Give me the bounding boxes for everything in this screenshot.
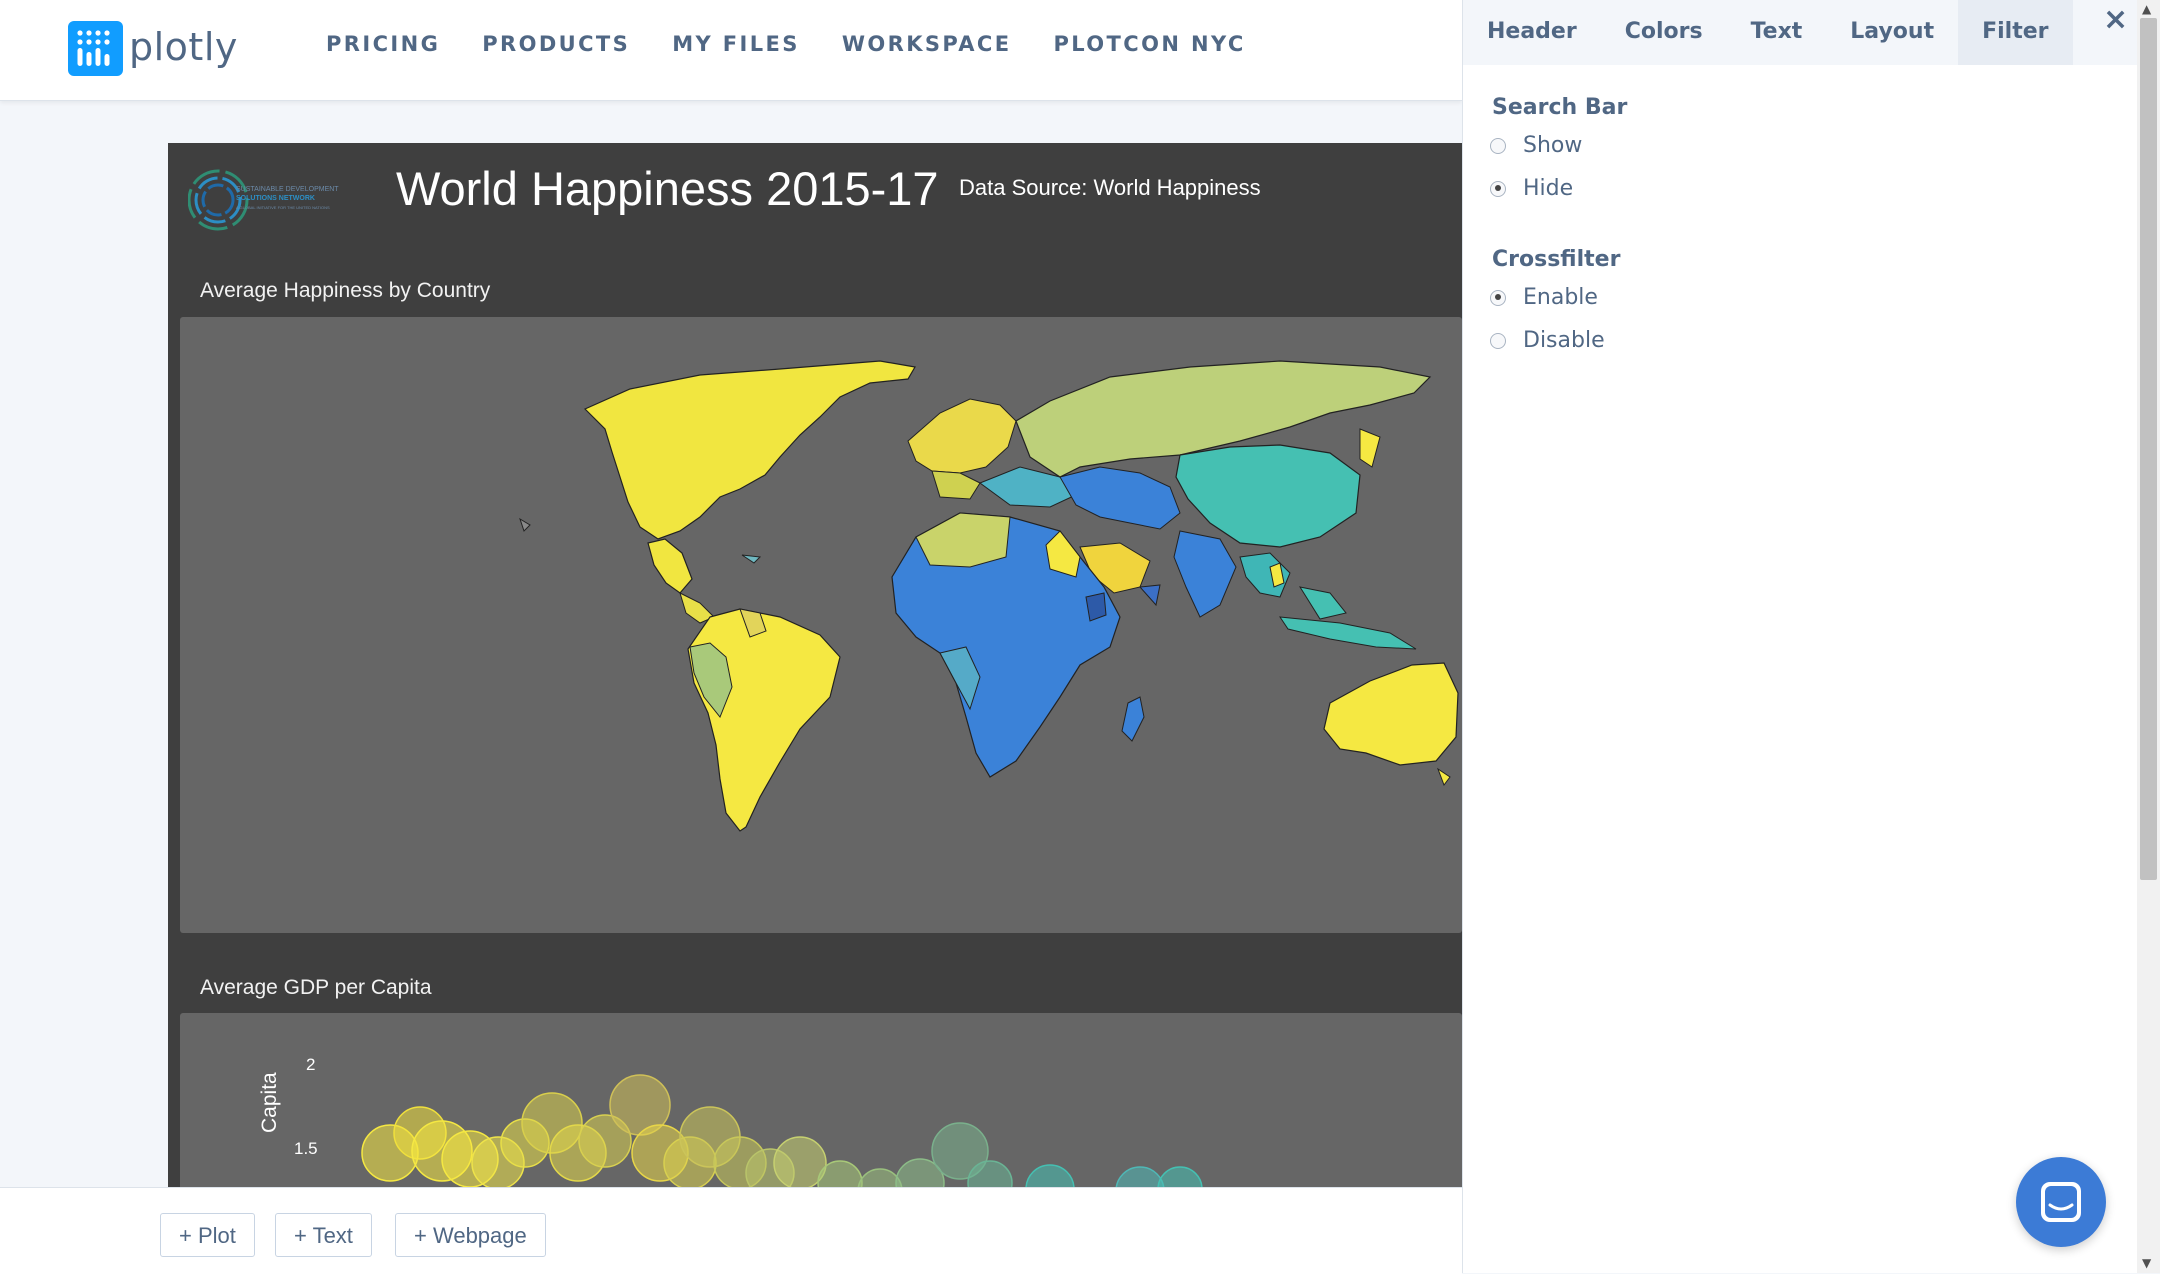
plotly-logo-icon [68,21,123,76]
radio-hide[interactable] [1490,180,1506,197]
radio-show-label[interactable]: Show [1523,133,1583,158]
crossfilter-section-title: Crossfilter [1492,247,1621,272]
top-nav: plotly PRICING PRODUCTS MY FILES WORKSPA… [0,0,1462,101]
choropleth-map[interactable] [180,317,1462,933]
add-plot-button[interactable]: + Plot [160,1213,255,1257]
settings-tabs: Header Colors Text Layout Filter [1463,0,2139,65]
search-bar-hide-option[interactable]: Hide [1490,176,1573,201]
y-axis-label: Capita [258,1072,281,1133]
tab-colors[interactable]: Colors [1624,19,1703,44]
map-panel-title: Average Happiness by Country [200,279,491,302]
settings-panel: Header Colors Text Layout Filter × Searc… [1462,0,2139,1273]
page-scrollbar[interactable]: ▲ ▼ [2137,0,2160,1273]
nav-products[interactable]: PRODUCTS [482,32,631,56]
nav-pricing[interactable]: PRICING [326,32,441,56]
radio-disable-label[interactable]: Disable [1523,328,1605,353]
logo-line-1: SUSTAINABLE DEVELOPMENT [236,186,339,193]
scatter-bubble[interactable] [967,1160,1013,1187]
close-icon[interactable]: × [2103,2,2129,37]
chat-icon[interactable] [2016,1157,2106,1247]
scatter-bubble[interactable] [1157,1166,1203,1187]
scatter-panel-title: Average GDP per Capita [200,976,432,999]
gdp-scatter-chart[interactable]: 2 1.5 Capita [180,1013,1462,1187]
search-bar-section-title: Search Bar [1492,95,1628,120]
logo-line-2: SOLUTIONS NETWORK [236,195,315,202]
radio-hide-label[interactable]: Hide [1523,176,1574,201]
radio-enable[interactable] [1490,289,1506,306]
main-nav: PRICING PRODUCTS MY FILES WORKSPACE PLOT… [326,32,1246,56]
scroll-down-icon[interactable]: ▼ [2142,1256,2152,1270]
dashboard-canvas: SUSTAINABLE DEVELOPMENT SOLUTIONS NETWOR… [168,143,1462,1187]
tab-filter[interactable]: Filter [1958,0,2073,65]
scatter-bubble[interactable] [773,1136,827,1187]
add-webpage-button[interactable]: + Webpage [395,1213,546,1257]
scatter-bubble[interactable] [1115,1166,1165,1187]
tab-layout[interactable]: Layout [1850,19,1935,44]
search-bar-show-option[interactable]: Show [1490,133,1582,158]
add-content-bar: + Plot + Text + Webpage [0,1187,1462,1274]
scroll-up-icon[interactable]: ▲ [2142,2,2152,16]
brand-name: plotly [129,24,238,69]
scatter-bubble[interactable] [857,1168,903,1187]
crossfilter-disable-option[interactable]: Disable [1490,328,1605,353]
sdsn-logo: SUSTAINABLE DEVELOPMENT SOLUTIONS NETWOR… [187,165,348,235]
nav-workspace[interactable]: WORKSPACE [841,32,1012,56]
scatter-bubble[interactable] [578,1114,632,1168]
add-text-button[interactable]: + Text [275,1213,372,1257]
radio-enable-label[interactable]: Enable [1523,285,1598,310]
scatter-bubble[interactable] [1025,1164,1075,1187]
world-map [519,360,1459,832]
radio-show[interactable] [1490,137,1506,154]
scatter-bubble[interactable] [895,1158,945,1187]
radio-disable[interactable] [1490,332,1506,349]
scatter-markers [361,1074,1203,1187]
y-tick-2: 2 [306,1055,316,1074]
dashboard-title: World Happiness 2015-17 [396,162,939,215]
y-tick-1-5: 1.5 [294,1139,318,1158]
data-source[interactable]: Data Source: World Happiness [959,175,1261,200]
nav-plotcon-nyc[interactable]: PLOTCON NYC [1053,32,1246,56]
scroll-thumb[interactable] [2140,18,2157,880]
plotly-logo[interactable]: plotly [68,21,238,76]
scatter-bubble[interactable] [931,1122,989,1180]
logo-line-3: A GLOBAL INITIATIVE FOR THE UNITED NATIO… [236,205,330,210]
nav-my-files[interactable]: MY FILES [672,32,800,56]
crossfilter-enable-option[interactable]: Enable [1490,285,1598,310]
tab-text[interactable]: Text [1750,19,1803,44]
tab-header[interactable]: Header [1487,19,1577,44]
